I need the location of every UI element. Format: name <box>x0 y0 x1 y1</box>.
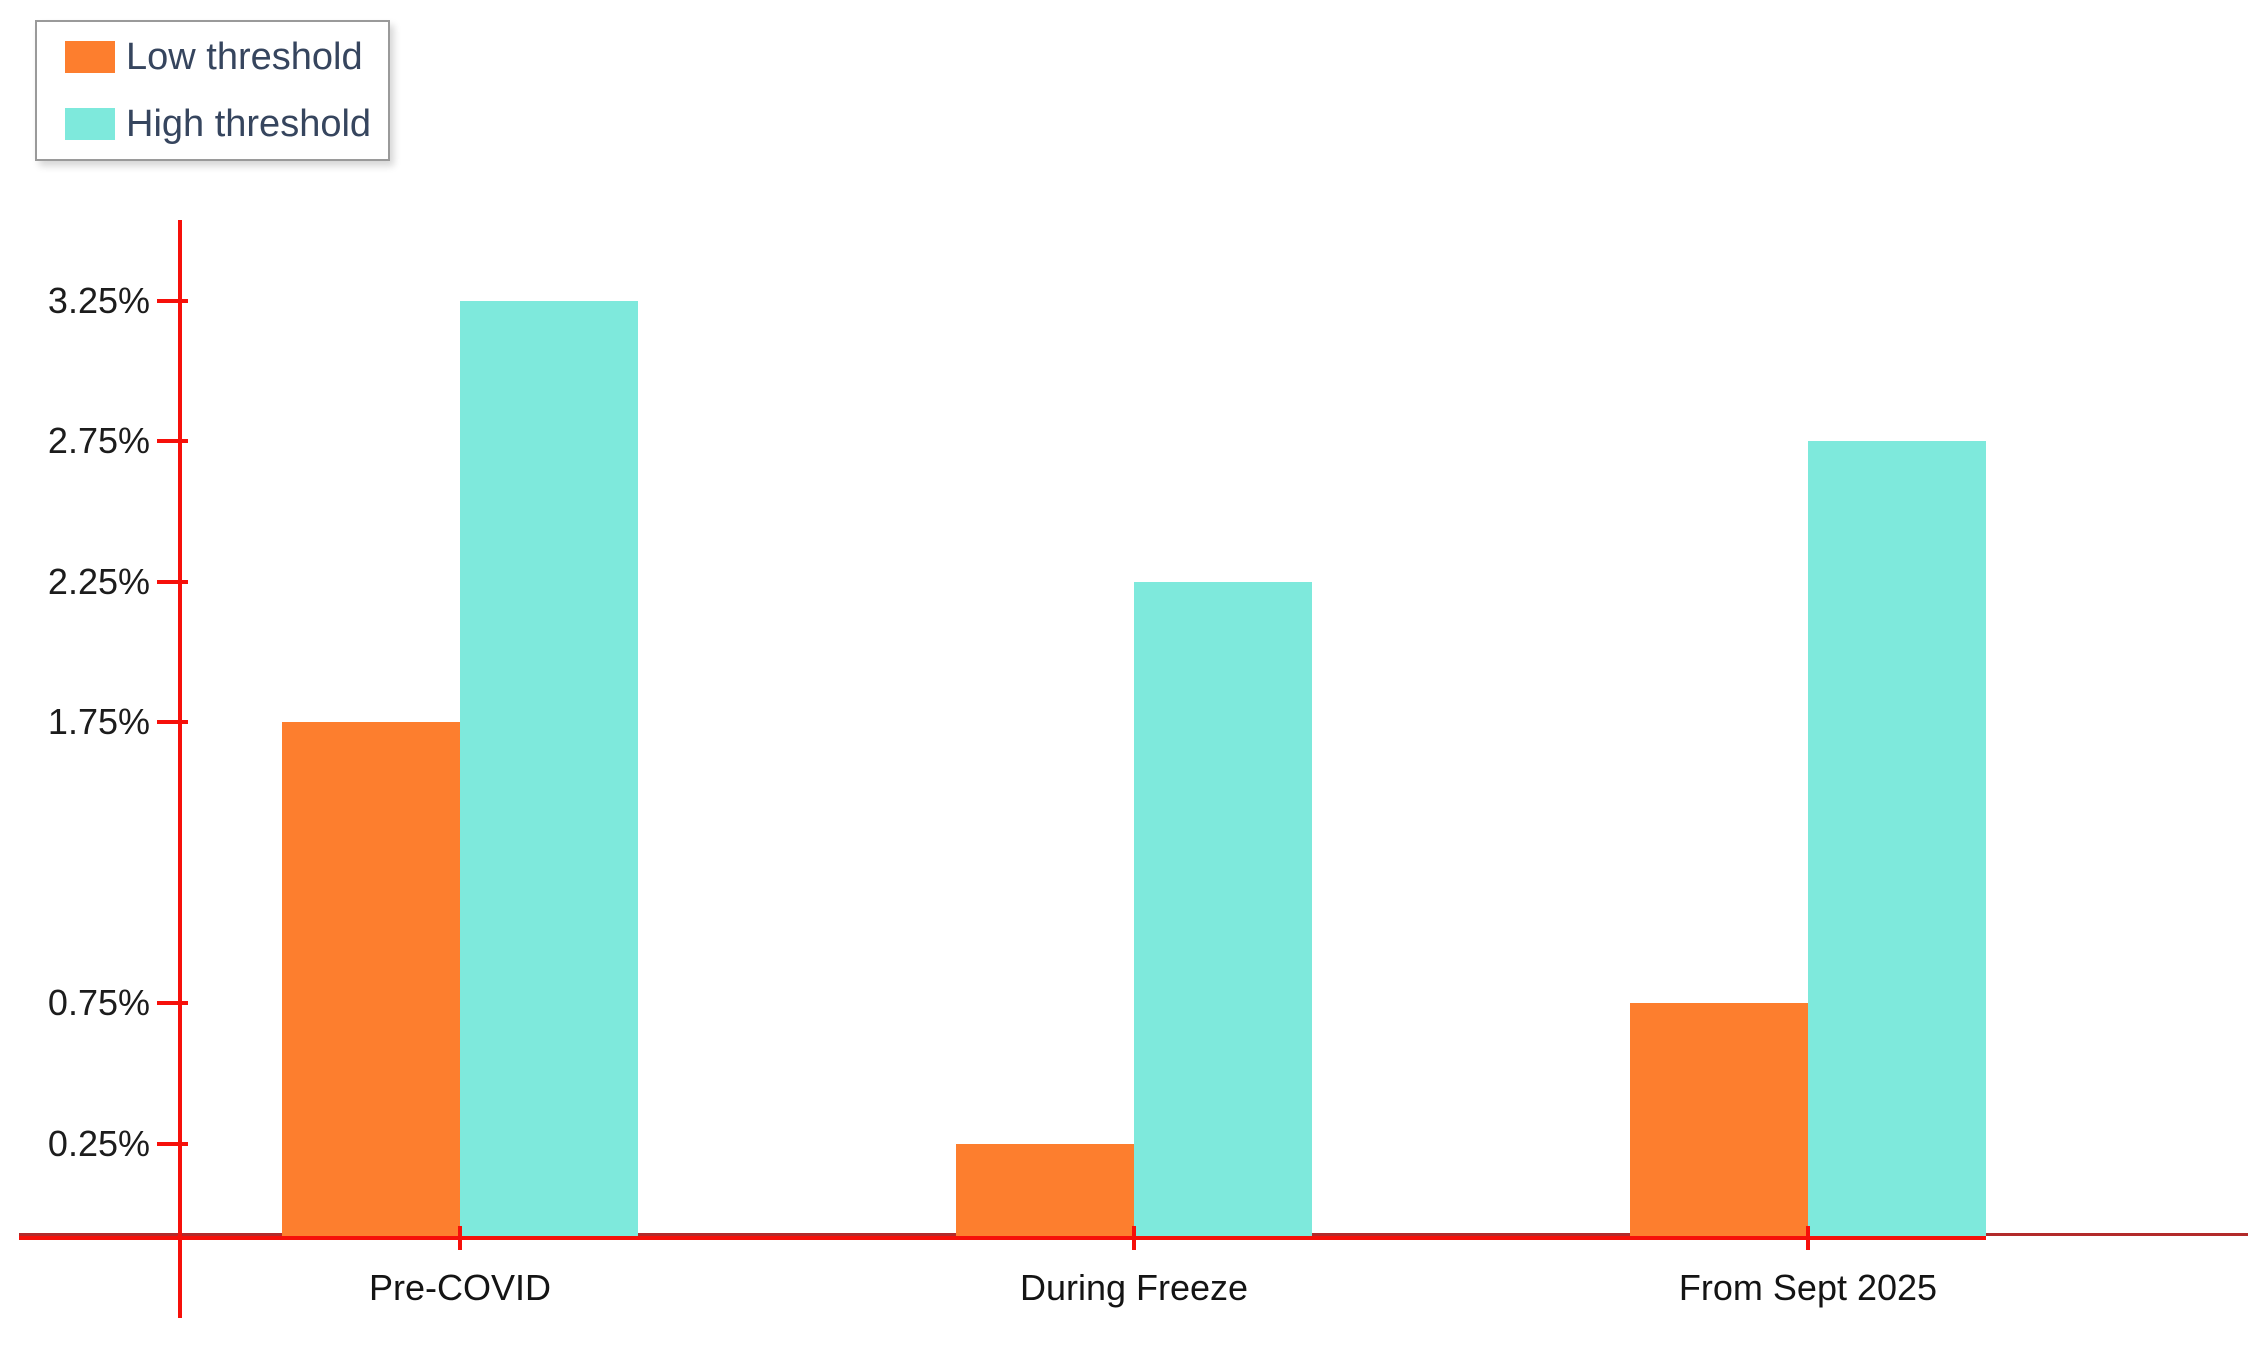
y-tick-label: 1.75% <box>47 701 150 742</box>
x-category-label: Pre-COVID <box>368 1267 552 1308</box>
legend: Low threshold High threshold <box>35 20 390 161</box>
y-tick-label: 2.75% <box>47 420 150 461</box>
legend-label-low-threshold: Low threshold <box>126 35 363 78</box>
y-tick-label: 2.25% <box>47 561 150 602</box>
x-axis-tick <box>458 1226 462 1250</box>
y-axis-line <box>178 220 182 1318</box>
legend-swatch-high-threshold <box>65 108 115 140</box>
y-axis-tick <box>157 299 188 303</box>
legend-swatch-low-threshold <box>65 41 115 73</box>
y-tick-label: 3.25% <box>47 280 150 321</box>
bar-high-threshold-pre-covid <box>460 301 638 1236</box>
bar-low-threshold-during-freeze <box>956 1144 1134 1236</box>
x-axis-zero-line <box>19 1236 1986 1240</box>
bar-low-threshold-pre-covid <box>282 722 460 1236</box>
legend-item-low-threshold: Low threshold <box>65 36 388 79</box>
x-axis-tick <box>1806 1226 1810 1250</box>
bar-high-threshold-from-sept-2025 <box>1808 441 1986 1236</box>
y-axis-tick <box>157 439 188 443</box>
y-axis-tick <box>157 1001 188 1005</box>
x-axis-tick <box>1132 1226 1136 1250</box>
y-axis-tick <box>157 720 188 724</box>
bar-low-threshold-from-sept-2025 <box>1630 1003 1808 1236</box>
bar-high-threshold-during-freeze <box>1134 582 1312 1236</box>
y-axis-tick <box>157 580 188 584</box>
y-axis-tick <box>157 1142 188 1146</box>
legend-item-high-threshold: High threshold <box>65 103 388 146</box>
legend-label-high-threshold: High threshold <box>126 102 372 145</box>
x-category-label: During Freeze <box>1019 1267 1249 1308</box>
y-tick-label: 0.75% <box>47 982 150 1023</box>
x-category-label: From Sept 2025 <box>1678 1267 1938 1308</box>
y-tick-label: 0.25% <box>47 1123 150 1164</box>
